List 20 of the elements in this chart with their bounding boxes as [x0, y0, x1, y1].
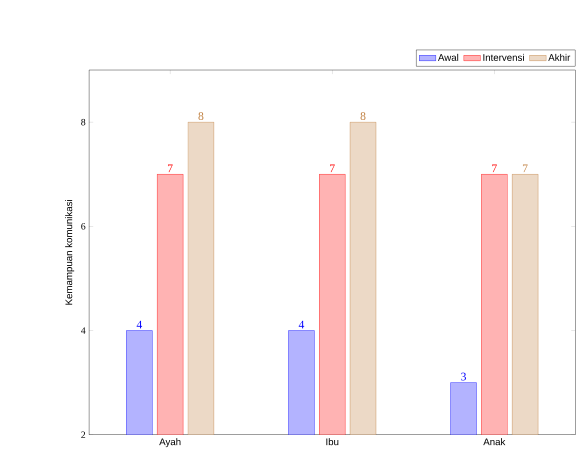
y-tick-label: 2: [81, 432, 86, 438]
data-label: 7: [330, 164, 335, 172]
data-label: 4: [136, 320, 142, 329]
x-tick-label: Ayah: [159, 438, 180, 448]
y-tick-label: 6: [81, 223, 86, 230]
x-tick-label: Ibu: [326, 438, 338, 446]
data-label: 7: [168, 164, 173, 172]
data-label: 3: [461, 372, 466, 381]
y-tick-label: 8: [81, 119, 86, 126]
data-label: 4: [298, 320, 304, 329]
data-label: 7: [522, 164, 528, 172]
legend-label: Awal: [438, 54, 458, 62]
x-tick-label: Anak: [483, 438, 506, 446]
data-label: 8: [360, 112, 366, 120]
data-label: 8: [198, 112, 204, 120]
data-label: 7: [492, 164, 497, 172]
y-tick-label: 4: [81, 327, 86, 334]
y-axis-title: Kemampuan komunikasi: [65, 200, 74, 305]
legend-label: Akhir: [548, 54, 570, 62]
legend-label: Intervensi: [483, 54, 524, 62]
